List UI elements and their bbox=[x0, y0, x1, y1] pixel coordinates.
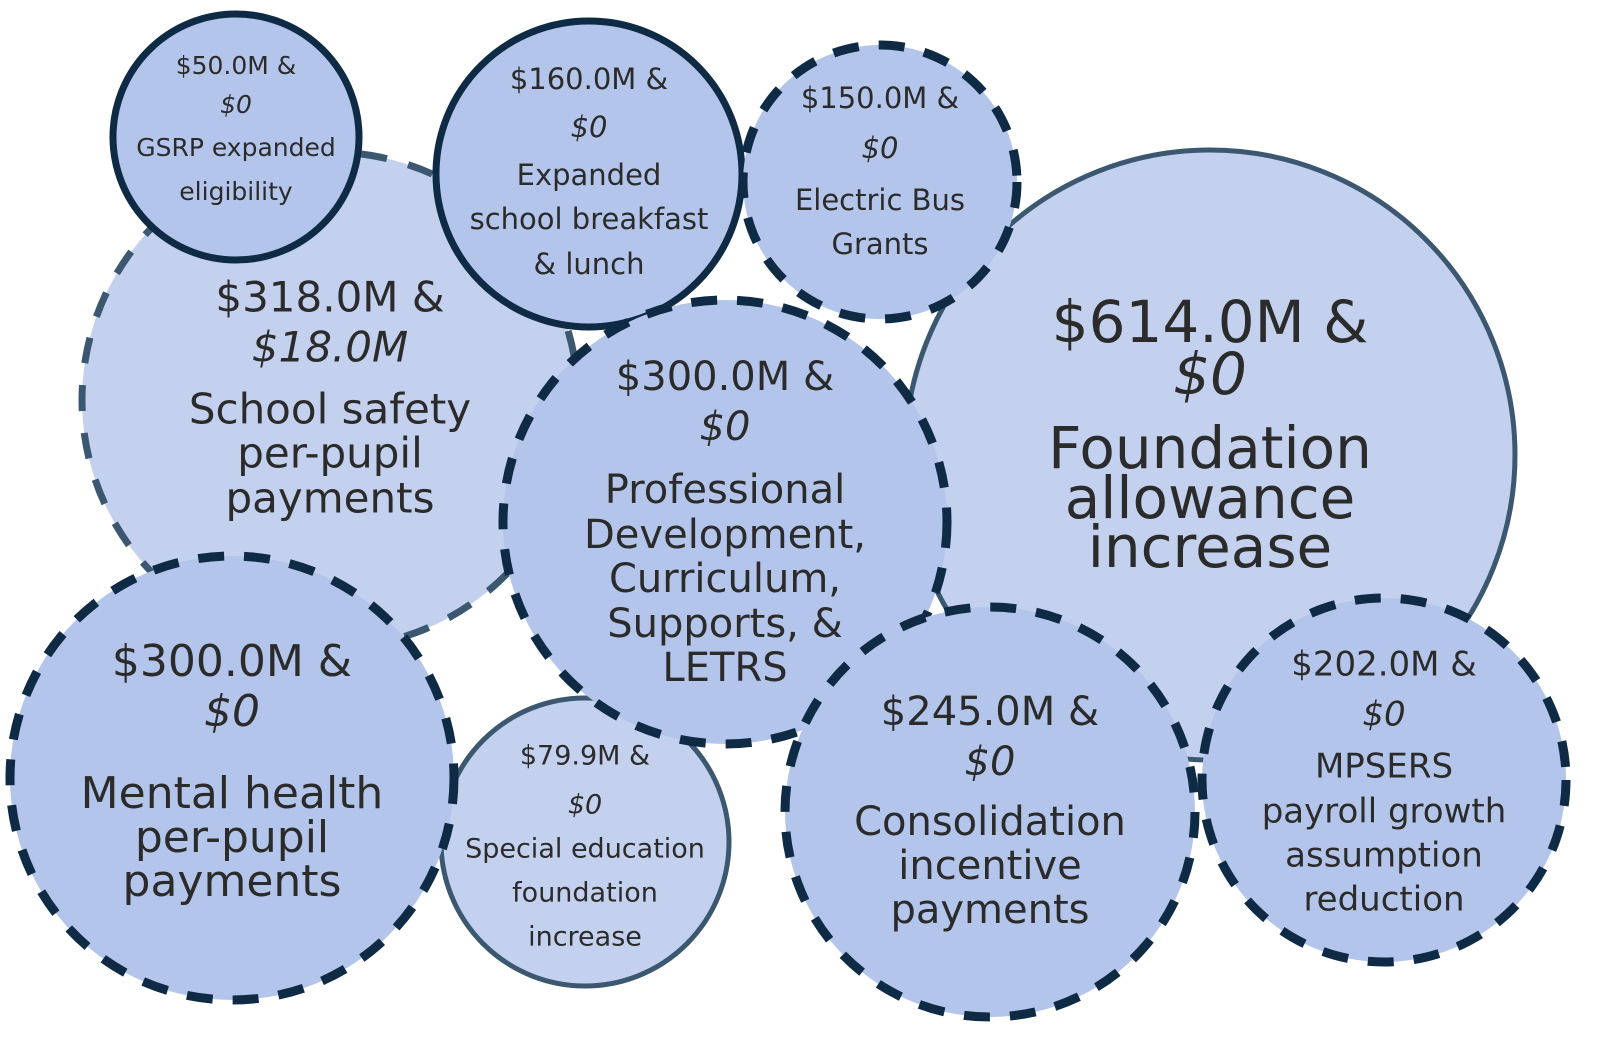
bubble-label: assumption bbox=[1285, 836, 1483, 876]
bubble: $300.0M &$0 ProfessionalDevelopment,Curri… bbox=[498, 295, 952, 749]
bubble-second-amount: $0 bbox=[700, 404, 751, 450]
bubble-amount: $79.9M & bbox=[520, 741, 650, 772]
bubble-amount: $160.0M & bbox=[510, 62, 668, 96]
bubble-label: School safety bbox=[189, 385, 471, 434]
bubble-label: payments bbox=[123, 856, 342, 907]
bubble-amount: $614.0M & bbox=[1052, 288, 1369, 356]
bubble-circle bbox=[1197, 593, 1571, 967]
bubble-amount: $318.0M & bbox=[215, 273, 444, 322]
bubble-second-amount: $0 bbox=[571, 110, 608, 144]
bubble-label: LETRS bbox=[662, 645, 787, 691]
bubble-label: GSRP expanded bbox=[136, 133, 336, 162]
bubble-second-amount: $0 bbox=[965, 739, 1016, 785]
bubble-label: payments bbox=[890, 887, 1089, 933]
bubble-label: increase bbox=[528, 922, 642, 953]
bubble-circle bbox=[738, 40, 1022, 324]
bubble-amount: $202.0M & bbox=[1291, 645, 1477, 685]
bubble-label: school breakfast bbox=[470, 202, 709, 236]
bubble: $318.0M &$18.0M School safetyper-pupilpay… bbox=[78, 148, 582, 652]
bubble: $150.0M & $0 Electric Bus Grants bbox=[738, 40, 1022, 324]
bubble: $50.0M & $0 GSRP expanded eligibility bbox=[109, 10, 363, 264]
bubble-second-amount: $18.0M bbox=[252, 323, 408, 372]
bubble-second-amount: $0 bbox=[568, 790, 602, 821]
bubble-label: per-pupil bbox=[135, 812, 329, 863]
bubble-label: payments bbox=[226, 474, 435, 523]
bubble-circle bbox=[780, 602, 1200, 1022]
bubble-circle bbox=[498, 295, 952, 749]
bubble-label: Foundation bbox=[1048, 414, 1372, 482]
bubble-amount: $245.0M & bbox=[881, 689, 1099, 735]
bubble-label: Curriculum, bbox=[609, 556, 841, 602]
bubble-second-amount: $0 bbox=[862, 131, 899, 165]
bubble-second-amount: $0 bbox=[1173, 340, 1247, 408]
bubble-label: eligibility bbox=[179, 177, 293, 206]
bubble-label: reduction bbox=[1303, 880, 1464, 920]
bubble-second-amount: $0 bbox=[220, 90, 252, 119]
bubble-amount: $150.0M & bbox=[801, 81, 959, 115]
bubble-circle bbox=[5, 551, 459, 1005]
bubble: $160.0M & $0 Expanded school breakfast & lun… bbox=[432, 17, 746, 331]
bubble-label: foundation bbox=[512, 878, 658, 909]
bubble-label: Expanded bbox=[517, 158, 662, 192]
bubble-amount: $300.0M & bbox=[616, 354, 834, 400]
bubble-label: allowance bbox=[1065, 464, 1356, 532]
bubble-second-amount: $0 bbox=[204, 686, 260, 737]
bubble-label: MPSERS bbox=[1315, 747, 1453, 787]
bubble-label: Grants bbox=[831, 227, 928, 261]
bubble-amount: $300.0M & bbox=[112, 636, 352, 687]
bubble-second-amount: $0 bbox=[1362, 695, 1405, 735]
bubble-label: incentive bbox=[898, 843, 1082, 889]
bubble: $202.0M & $0 MPSERS payroll growthassumptio… bbox=[1197, 593, 1571, 967]
bubble-label: Special education bbox=[465, 834, 705, 865]
bubble: $300.0M &$0 Mental healthper-pupilpayment… bbox=[5, 551, 459, 1005]
bubble: $245.0M &$0 Consolidationincentivepayment… bbox=[780, 602, 1200, 1022]
bubble-label: increase bbox=[1088, 513, 1332, 581]
bubble-label: Supports, & bbox=[607, 601, 843, 647]
bubble: $79.9M & $0 Special education foundation inc… bbox=[438, 695, 732, 989]
bubble-label: Development, bbox=[584, 512, 866, 558]
bubble-label: Professional bbox=[605, 467, 845, 513]
bubble-label: Electric Bus bbox=[795, 183, 965, 217]
bubble-label: per-pupil bbox=[237, 429, 423, 478]
bubble-amount: $50.0M & bbox=[176, 51, 297, 80]
bubble-label: & lunch bbox=[534, 247, 645, 281]
bubble-label: Mental health bbox=[81, 768, 384, 819]
bubble-label: payroll growth bbox=[1262, 792, 1507, 832]
bubble-circle bbox=[109, 10, 363, 264]
bubble-label: Consolidation bbox=[854, 799, 1126, 845]
